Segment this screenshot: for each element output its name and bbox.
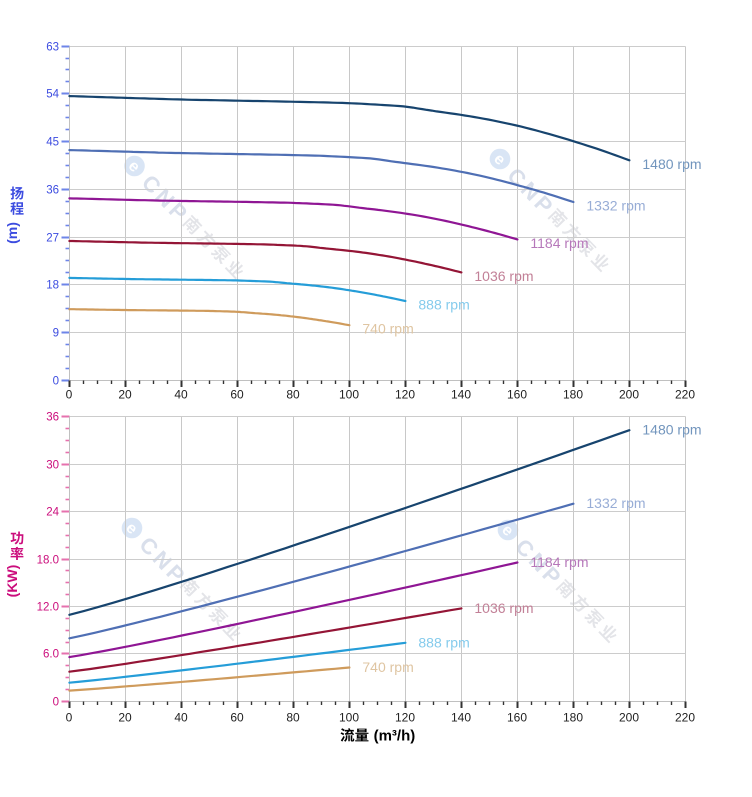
svg-text:0: 0 bbox=[53, 376, 59, 388]
svg-text:12.0: 12.0 bbox=[37, 602, 59, 614]
svg-text:220: 220 bbox=[675, 388, 695, 402]
svg-text:54: 54 bbox=[46, 89, 59, 101]
svg-text:40: 40 bbox=[174, 388, 188, 402]
svg-text:63: 63 bbox=[46, 42, 59, 54]
svg-text:18.0: 18.0 bbox=[37, 555, 59, 567]
svg-text:120: 120 bbox=[395, 388, 415, 402]
svg-text:1036 rpm: 1036 rpm bbox=[474, 600, 533, 616]
svg-text:0: 0 bbox=[53, 697, 59, 709]
svg-text:60: 60 bbox=[230, 710, 244, 724]
svg-text:80: 80 bbox=[286, 710, 300, 724]
svg-text:60: 60 bbox=[230, 388, 244, 402]
svg-text:160: 160 bbox=[507, 388, 527, 402]
svg-text:(KW): (KW) bbox=[4, 565, 20, 598]
svg-text:1480 rpm: 1480 rpm bbox=[642, 422, 701, 438]
svg-text:740 rpm: 740 rpm bbox=[362, 659, 413, 675]
svg-text:200: 200 bbox=[619, 710, 639, 724]
svg-text:(m): (m) bbox=[4, 222, 20, 244]
svg-text:36: 36 bbox=[46, 412, 59, 424]
svg-text:0: 0 bbox=[66, 388, 73, 402]
svg-text:1184 rpm: 1184 rpm bbox=[530, 554, 588, 570]
svg-text:1332 rpm: 1332 rpm bbox=[586, 198, 645, 214]
svg-text:1332 rpm: 1332 rpm bbox=[586, 495, 645, 511]
svg-text:888 rpm: 888 rpm bbox=[418, 634, 469, 650]
svg-text:9: 9 bbox=[53, 328, 59, 340]
svg-text:36: 36 bbox=[46, 185, 59, 197]
svg-text:888 rpm: 888 rpm bbox=[418, 297, 469, 313]
svg-text:27: 27 bbox=[46, 233, 59, 245]
svg-text:160: 160 bbox=[507, 710, 527, 724]
svg-text:100: 100 bbox=[339, 388, 359, 402]
svg-text:18: 18 bbox=[46, 280, 59, 292]
svg-text:6.0: 6.0 bbox=[43, 649, 59, 661]
svg-text:180: 180 bbox=[563, 388, 583, 402]
svg-text:1184 rpm: 1184 rpm bbox=[530, 235, 588, 251]
svg-text:20: 20 bbox=[118, 710, 132, 724]
svg-text:1036 rpm: 1036 rpm bbox=[474, 268, 533, 284]
svg-text:24: 24 bbox=[46, 507, 59, 519]
svg-text:220: 220 bbox=[675, 710, 695, 724]
svg-text:120: 120 bbox=[395, 710, 415, 724]
svg-text:140: 140 bbox=[451, 388, 471, 402]
svg-text:80: 80 bbox=[286, 388, 300, 402]
svg-text:30: 30 bbox=[46, 460, 59, 472]
svg-text:0: 0 bbox=[66, 710, 73, 724]
svg-text:740 rpm: 740 rpm bbox=[362, 321, 413, 337]
svg-text:180: 180 bbox=[563, 710, 583, 724]
svg-text:40: 40 bbox=[174, 710, 188, 724]
svg-text:(m³/h): (m³/h) bbox=[374, 728, 416, 745]
svg-text:140: 140 bbox=[451, 710, 471, 724]
svg-text:200: 200 bbox=[619, 388, 639, 402]
svg-text:20: 20 bbox=[118, 388, 132, 402]
svg-text:1480 rpm: 1480 rpm bbox=[642, 156, 701, 172]
svg-text:45: 45 bbox=[46, 137, 59, 149]
svg-text:100: 100 bbox=[339, 710, 359, 724]
